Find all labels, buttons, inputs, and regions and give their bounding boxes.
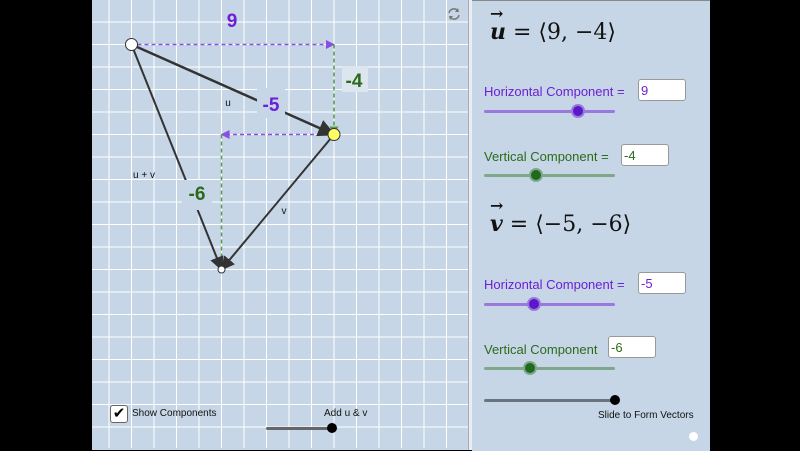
u-horizontal-input[interactable]: 9 xyxy=(638,79,686,101)
u-vertical-value-label: -4 xyxy=(346,71,363,92)
panel-splitter[interactable] xyxy=(468,0,473,450)
add-u-v-slider[interactable] xyxy=(266,423,337,433)
label-background xyxy=(257,88,285,118)
u-horizontal-slider[interactable] xyxy=(484,106,615,116)
form-vectors-label: Slide to Form Vectors xyxy=(598,410,694,421)
vector-sum-label: u + v xyxy=(133,170,155,181)
label-background xyxy=(182,180,212,210)
vector-u-plus-v xyxy=(130,44,224,271)
algebra-panel: u = ⟨9, −4⟩ Horizontal Component = 9 Ver… xyxy=(472,0,710,451)
slider-knob[interactable] xyxy=(610,395,620,405)
graphics-view[interactable]: 9 -4 -5 -6 u v u + v xyxy=(92,0,468,448)
v-vertical-input[interactable]: -6 xyxy=(608,336,656,358)
v-horizontal-input[interactable]: -5 xyxy=(638,272,686,294)
u-vertical-slider[interactable] xyxy=(484,170,615,180)
v-horizontal-value-label: -5 xyxy=(263,95,280,116)
start-point[interactable] xyxy=(125,38,138,51)
v-horizontal-label: Horizontal Component = xyxy=(484,277,625,292)
slider-knob[interactable] xyxy=(524,363,535,373)
show-components-checkbox[interactable]: ✔ xyxy=(110,405,128,423)
vector-v-label: v xyxy=(282,206,287,217)
add-slider-label: Add u & v xyxy=(324,408,368,419)
u-vertical-input[interactable]: -4 xyxy=(621,144,669,166)
refresh-icon[interactable] xyxy=(448,8,460,20)
show-components-label: Show Components xyxy=(132,408,217,419)
label-background xyxy=(342,66,368,92)
v-vertical-label: Vertical Component xyxy=(484,342,598,357)
u-vertical-label: Vertical Component = xyxy=(484,149,609,164)
v-end-point xyxy=(217,265,226,274)
vector-u[interactable] xyxy=(130,43,336,137)
slider-knob[interactable] xyxy=(327,423,337,433)
slider-knob[interactable] xyxy=(531,170,542,180)
v-horizontal-slider[interactable] xyxy=(484,299,615,309)
form-vectors-slider[interactable] xyxy=(484,395,620,405)
grid xyxy=(92,0,468,448)
v-vertical-value-label: -6 xyxy=(189,184,206,205)
v-equation: v = ⟨−5, −6⟩ xyxy=(490,196,631,237)
u-end-point[interactable] xyxy=(327,128,341,141)
u-equation: u = ⟨9, −4⟩ xyxy=(490,4,616,45)
geogebra-applet: 9 -4 -5 -6 u v u + v ✔ Show Components A… xyxy=(92,0,710,451)
v-vertical-slider[interactable] xyxy=(484,363,615,373)
slider-knob[interactable] xyxy=(573,106,584,116)
slider-knob[interactable] xyxy=(528,299,539,309)
vector-v[interactable] xyxy=(220,133,335,271)
vector-u-label: u xyxy=(225,98,231,109)
u-horizontal-label: Horizontal Component = xyxy=(484,84,625,99)
fullscreen-icon[interactable] xyxy=(689,432,698,441)
u-horizontal-value-label: 9 xyxy=(227,11,238,32)
